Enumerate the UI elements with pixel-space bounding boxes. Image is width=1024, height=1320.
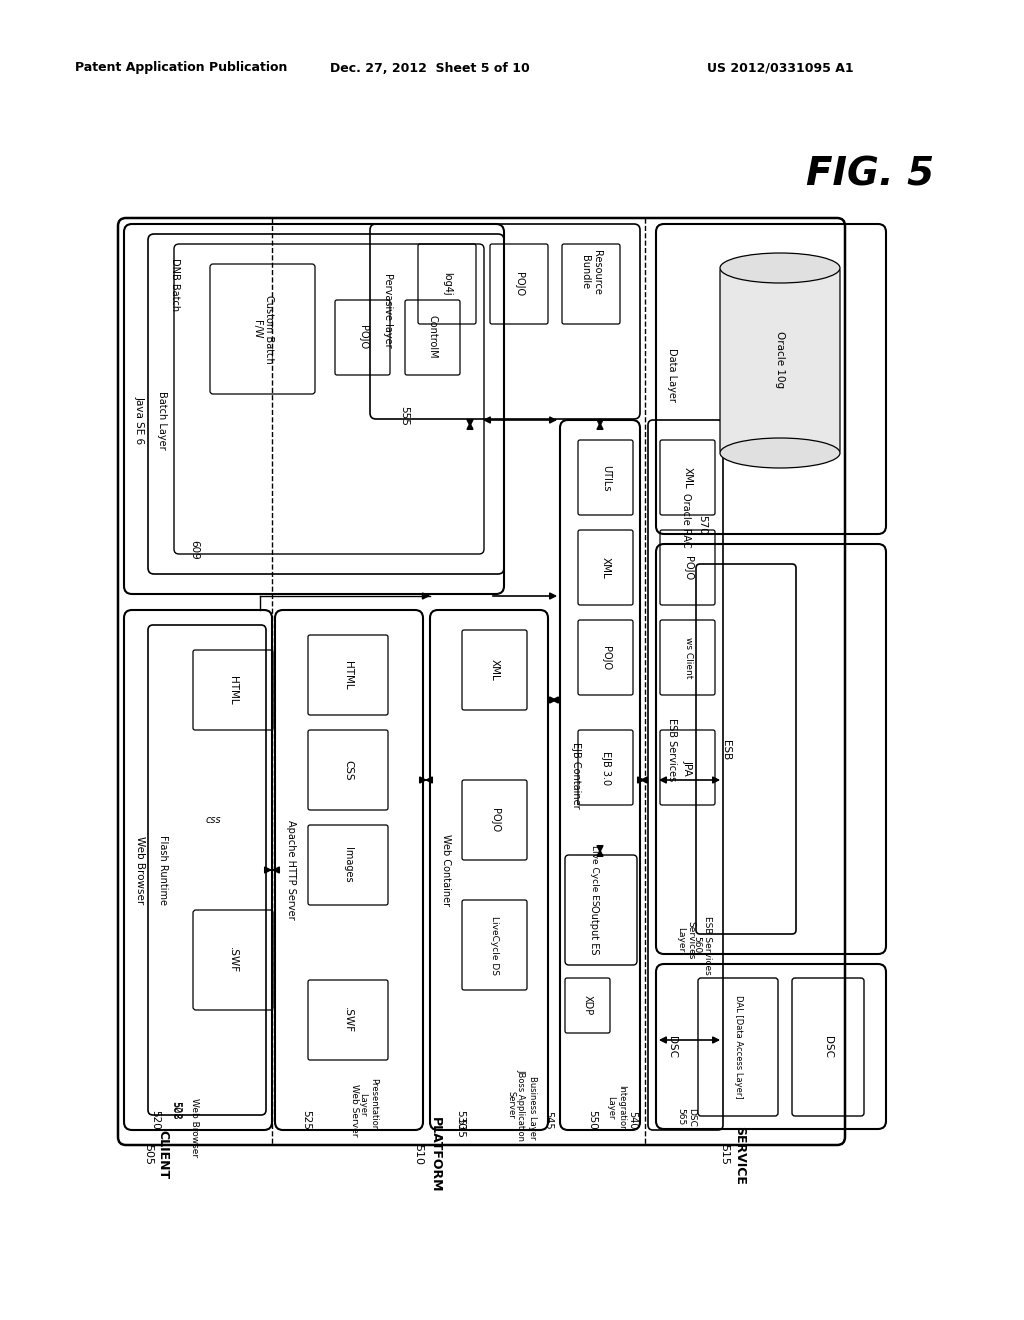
Text: Batch Layer: Batch Layer [157, 391, 167, 449]
Text: Web Browser: Web Browser [135, 836, 145, 904]
Text: ControlM: ControlM [428, 315, 438, 359]
Text: UTILs: UTILs [601, 465, 611, 491]
Text: XML: XML [490, 659, 500, 681]
Text: DSC: DSC [667, 1036, 677, 1059]
Text: Oracle 10g: Oracle 10g [775, 331, 785, 388]
Text: DAL [Data Access Layer]: DAL [Data Access Layer] [733, 995, 742, 1098]
Ellipse shape [720, 438, 840, 469]
Text: POJO: POJO [601, 645, 611, 671]
Text: Apache HTTP Server: Apache HTTP Server [286, 820, 296, 920]
Text: PLATFORM: PLATFORM [428, 1117, 441, 1193]
Text: DNB Batch: DNB Batch [170, 259, 180, 312]
Text: Web Browser: Web Browser [190, 1098, 200, 1158]
Text: 520: 520 [150, 1110, 160, 1130]
Text: 525: 525 [301, 1110, 311, 1130]
Text: XML: XML [601, 557, 611, 579]
Text: 609: 609 [189, 540, 199, 560]
Text: 550: 550 [587, 1110, 597, 1130]
Text: ESB: ESB [721, 741, 731, 760]
Text: 505: 505 [143, 1144, 153, 1166]
Text: 555: 555 [399, 407, 409, 426]
Text: ESB Services
560: ESB Services 560 [692, 916, 712, 974]
Text: EJB 3.0: EJB 3.0 [601, 751, 611, 785]
Text: log4j: log4j [442, 272, 452, 296]
Text: XML: XML [683, 467, 693, 488]
Text: LiveCycle DS: LiveCycle DS [490, 916, 500, 974]
Text: EJB Container: EJB Container [571, 742, 581, 808]
Text: 510: 510 [413, 1144, 423, 1166]
Text: 530: 530 [455, 1110, 465, 1130]
Text: Patent Application Publication: Patent Application Publication [75, 62, 288, 74]
Text: Web Container: Web Container [441, 834, 451, 906]
Text: JBoss Application
Server: JBoss Application Server [506, 1069, 525, 1140]
Text: CSS: CSS [343, 760, 353, 780]
Text: 515: 515 [719, 1144, 729, 1166]
Text: Resource
Bundle: Resource Bundle [581, 249, 602, 294]
Text: Output ES: Output ES [589, 906, 599, 954]
Text: DSC
565: DSC 565 [676, 1107, 695, 1126]
Text: Dec. 27, 2012  Sheet 5 of 10: Dec. 27, 2012 Sheet 5 of 10 [330, 62, 529, 74]
Text: 570: 570 [697, 515, 707, 535]
Text: Custom Batch
F/W: Custom Batch F/W [252, 294, 273, 363]
Text: HTML: HTML [343, 661, 353, 689]
Text: Presentation
Layer: Presentation Layer [358, 1078, 378, 1131]
Text: .SWF: .SWF [228, 946, 238, 973]
Text: Data Layer: Data Layer [667, 348, 677, 401]
Text: Images: Images [343, 847, 353, 883]
Text: Flash Runtime: Flash Runtime [158, 836, 168, 906]
Text: ws Client: ws Client [683, 638, 692, 678]
Text: HTML: HTML [228, 676, 238, 705]
Text: .SWF: .SWF [343, 1007, 353, 1034]
Text: ESB Services: ESB Services [667, 718, 677, 781]
Text: Integration
Layer: Integration Layer [606, 1085, 626, 1131]
Text: Java SE 6: Java SE 6 [135, 396, 145, 444]
Text: XDP: XDP [583, 995, 593, 1015]
Text: POJO: POJO [514, 272, 524, 296]
Text: 540: 540 [627, 1110, 637, 1129]
Text: Web Server: Web Server [349, 1084, 358, 1137]
Text: 535: 535 [455, 1118, 465, 1138]
Text: Business Layer: Business Layer [528, 1076, 538, 1139]
Text: Oracle RAC: Oracle RAC [681, 492, 691, 548]
Text: Pervasive layer: Pervasive layer [383, 273, 393, 347]
Text: css: css [205, 814, 221, 825]
Text: POJO: POJO [358, 325, 368, 348]
FancyBboxPatch shape [720, 268, 840, 453]
Text: 545: 545 [543, 1110, 553, 1130]
Text: JPA: JPA [683, 760, 693, 776]
Text: SERVICE: SERVICE [733, 1126, 746, 1184]
Text: 508: 508 [170, 1101, 180, 1119]
Text: DSC: DSC [823, 1036, 833, 1059]
Text: US 2012/0331095 A1: US 2012/0331095 A1 [707, 62, 853, 74]
Text: Services
Layer: Services Layer [676, 921, 695, 960]
Text: POJO: POJO [490, 808, 500, 832]
Text: Live Cycle ES: Live Cycle ES [590, 845, 598, 906]
Text: FIG. 5: FIG. 5 [806, 156, 934, 194]
Ellipse shape [720, 253, 840, 282]
Text: CLIENT: CLIENT [157, 1130, 170, 1180]
Text: POJO: POJO [683, 556, 693, 579]
Text: 522: 522 [171, 1101, 181, 1119]
